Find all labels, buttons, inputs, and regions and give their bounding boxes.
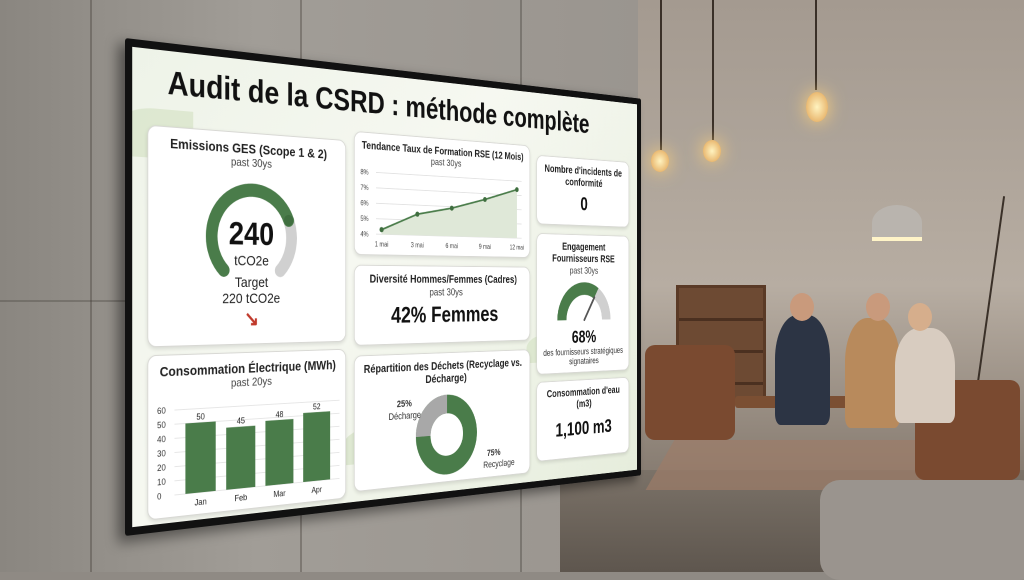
- card-subtitle: past 30ys: [537, 264, 629, 276]
- person: [775, 315, 830, 425]
- dashboard-screen: Audit de la CSRD : méthode complète Emis…: [132, 47, 637, 527]
- x-tick-label: Feb: [235, 492, 248, 503]
- wall-tv: Audit de la CSRD : méthode complète Emis…: [125, 38, 641, 536]
- target-label: Target: [148, 274, 345, 291]
- card-subtitle: past 30ys: [355, 286, 530, 298]
- bar: [303, 411, 330, 482]
- arrow-down-right-icon: ↘: [148, 306, 345, 334]
- emissions-unit: tCO2e: [148, 251, 345, 270]
- x-tick-label: 9 mai: [479, 242, 491, 250]
- waste-card: Répartition des Déchets (Recyclage vs. D…: [354, 349, 530, 492]
- water-value: 1,100 m3: [537, 414, 629, 444]
- landfill-percent: 25%: [397, 398, 412, 410]
- x-tick-label: 1 mai: [375, 240, 389, 249]
- y-tick-label: 5%: [360, 214, 368, 223]
- incidents-value: 0: [537, 191, 629, 217]
- card-title: Consommation d'eau (m3): [537, 384, 629, 414]
- emissions-card: Emissions GES (Scope 1 & 2) past 30ys 24…: [147, 125, 346, 348]
- y-tick-label: 20: [157, 462, 166, 473]
- card-title: Nombre d'incidents de conformité: [537, 162, 629, 191]
- y-tick-label: 40: [157, 434, 166, 445]
- x-tick-label: Jan: [195, 496, 207, 507]
- bar-value-label: 48: [276, 409, 284, 419]
- suppliers-card: Engagement Fournisseurs RSE past 30ys 68…: [536, 233, 629, 375]
- person: [895, 328, 955, 423]
- bar-value-label: 45: [237, 416, 245, 426]
- y-tick-label: 6%: [360, 199, 368, 208]
- floor-lamp: [872, 205, 922, 241]
- x-tick-label: 12 mai: [510, 243, 525, 251]
- armchair: [645, 345, 735, 440]
- y-tick-label: 8%: [360, 167, 368, 176]
- gauge-needle: [584, 297, 594, 320]
- y-tick-label: 60: [157, 405, 166, 416]
- suppliers-gauge: [537, 276, 630, 324]
- pendant-lamp: [806, 92, 828, 122]
- recycle-label: Recyclage: [483, 457, 515, 471]
- card-title: Diversité Hommes/Femmes (Cadres): [355, 273, 530, 286]
- training-card: Tendance Taux de Formation RSE (12 Mois)…: [354, 131, 530, 258]
- suppliers-caption: des fournisseurs stratégiques signataire…: [537, 346, 629, 369]
- electricity-card: Consommation Électrique (MWh) past 20ys …: [147, 349, 346, 521]
- x-tick-label: Apr: [311, 484, 322, 495]
- bar-value-label: 52: [313, 402, 321, 412]
- y-tick-label: 30: [157, 448, 166, 459]
- bar: [185, 422, 215, 494]
- x-tick-label: 3 mai: [411, 241, 424, 249]
- sofa: [820, 480, 1024, 580]
- x-tick-label: Mar: [273, 488, 285, 499]
- water-card: Consommation d'eau (m3) 1,100 m3: [536, 377, 629, 462]
- diversity-card: Diversité Hommes/Femmes (Cadres) past 30…: [354, 265, 530, 346]
- y-tick-label: 10: [157, 476, 166, 487]
- y-tick-label: 50: [157, 420, 166, 431]
- card-title: Engagement Fournisseurs RSE: [537, 240, 629, 265]
- pendant-lamp: [703, 140, 721, 162]
- pendant-lamp: [651, 150, 669, 172]
- bar-value-label: 50: [196, 411, 205, 422]
- x-tick-label: 6 mai: [445, 242, 458, 250]
- y-tick-label: 7%: [360, 183, 368, 192]
- data-point: [380, 227, 384, 232]
- incidents-card: Nombre d'incidents de conformité 0: [536, 155, 629, 228]
- grid-line: [376, 172, 522, 181]
- landfill-label: Décharge: [389, 410, 422, 423]
- bar: [226, 426, 255, 490]
- y-tick-label: 4%: [360, 230, 368, 239]
- recycle-percent: 75%: [487, 447, 501, 459]
- training-line-chart: 8% 7% 6% 5% 4% 1 mai 3 mai 6 mai 9 mai 12 mai: [355, 162, 531, 254]
- electricity-bar-chart: 60 50 40 30 20 10 0 50 Jan 45 Feb 48 Mar 52 Apr: [148, 384, 347, 518]
- person: [845, 318, 900, 428]
- waste-donut-chart: 25% Décharge 75% Recyclage: [355, 381, 531, 489]
- bar: [265, 419, 293, 486]
- y-tick-label: 0: [157, 491, 162, 502]
- area-fill: [382, 182, 517, 238]
- diversity-value: 42% Femmes: [355, 301, 530, 330]
- emissions-value: 240: [148, 213, 345, 255]
